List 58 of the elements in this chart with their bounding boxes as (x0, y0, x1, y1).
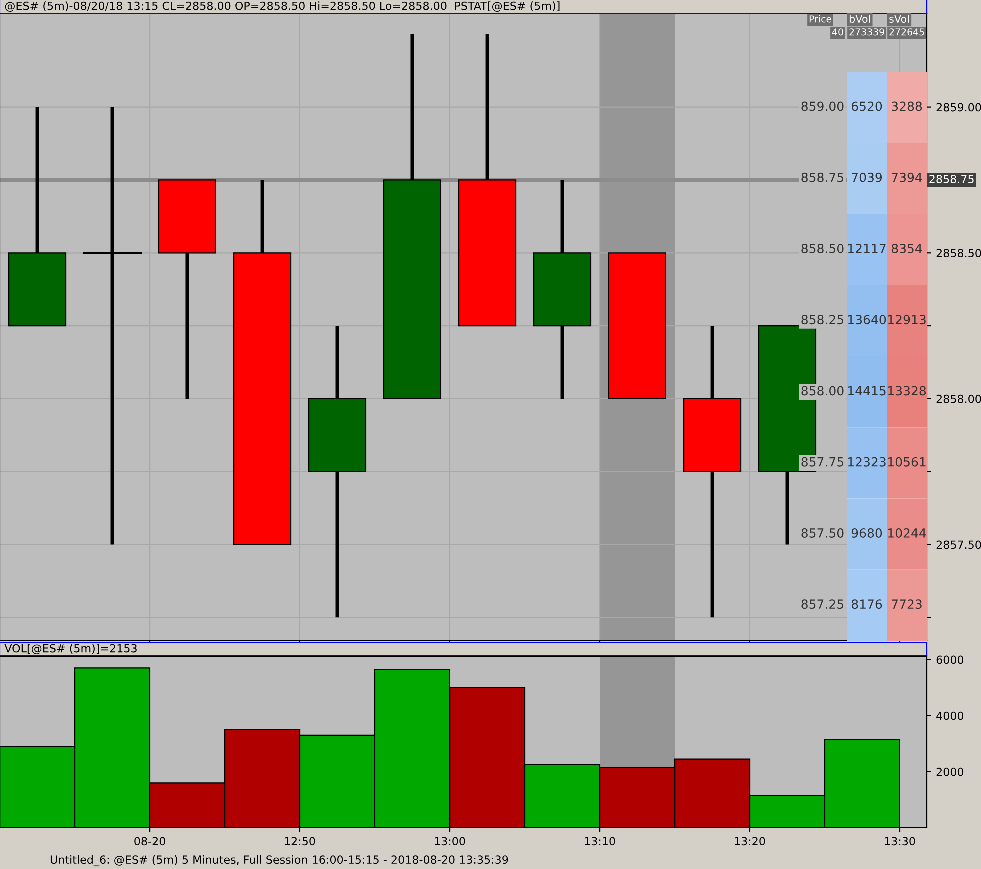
x-tick-label: 12:50 (285, 837, 316, 846)
data-label: 7394 (892, 172, 922, 182)
x-tick-label: 13:20 (735, 837, 766, 846)
x-tick-label: bVol (850, 14, 870, 24)
x-tick-label: 08-20 (134, 837, 166, 846)
y-tick-label: 2000 (936, 768, 964, 776)
candlestick (82, 107, 142, 545)
candlestick (683, 326, 742, 618)
data-label: 7723 (892, 600, 922, 610)
chart-subtitle: PSTAT[@ES# (5m)] (455, 2, 560, 12)
x-tick-label: 13:30 (885, 837, 916, 846)
y-tick-label: 857.50 (802, 528, 844, 538)
data-label: 7039 (852, 172, 882, 182)
candlestick (533, 180, 592, 399)
y-tick-label: 858.00 (802, 386, 844, 396)
data-label: 10561 (888, 457, 926, 467)
data-label: 8354 (892, 244, 922, 254)
candlestick (233, 180, 292, 546)
y-tick-label: 859.00 (802, 102, 844, 112)
data-label: 12913 (888, 315, 926, 325)
data-label: 12323 (848, 457, 886, 467)
y-tick-label: 858.25 (802, 315, 844, 325)
data-label: 12117 (848, 244, 886, 254)
y-tick-label: 4000 (936, 712, 964, 720)
annotation: 273339 (850, 28, 884, 36)
chart-title: VOL[@ES# (5m)]=2153 (4, 644, 137, 654)
annotation: 40 (832, 28, 844, 36)
y-tick-label: 2857.50 (936, 540, 981, 550)
y-tick-label: 2858.50 (936, 249, 981, 258)
candlestick (308, 326, 367, 618)
y-tick-label: 858.75 (802, 172, 844, 182)
data-label: 9680 (852, 528, 882, 538)
x-tick-label: 13:00 (435, 837, 466, 846)
y-tick-label: 2858.00 (936, 394, 981, 404)
annotation: 272645 (890, 28, 924, 36)
y-tick-label: 2859.00 (936, 103, 981, 112)
candlestick (8, 107, 67, 327)
data-label: 13328 (888, 386, 926, 396)
candlestick (158, 180, 217, 399)
candlestick (458, 34, 517, 327)
data-label: 8176 (852, 600, 882, 610)
annotation: Price (810, 15, 832, 23)
y-tick-label: 857.75 (802, 457, 844, 467)
candlestick (383, 34, 442, 400)
ref-line-label: 2858.75 (930, 175, 974, 184)
data-label: 3288 (892, 102, 922, 112)
candlestick (608, 252, 667, 400)
y-tick-label: 858.50 (802, 244, 844, 254)
data-label: 6520 (852, 102, 882, 112)
x-tick-label: sVol (890, 14, 910, 24)
x-tick-label: 13:10 (585, 837, 616, 846)
chart-title: @ES# (5m)-08/20/18 13:15 CL=2858.00 OP=2858.50 Hi=2858.50 Lo=2858.00 (5, 2, 447, 12)
data-label: 14415 (848, 386, 886, 396)
data-label: 13640 (848, 315, 886, 325)
text: Untitled_6: @ES# (5m) 5 Minutes, Full Session 16:00-15:15 - 2018-08-20 13:35:39 (50, 855, 508, 867)
data-label: 10244 (888, 528, 926, 538)
y-tick-label: 857.25 (802, 600, 844, 610)
y-tick-label: 6000 (936, 656, 964, 664)
